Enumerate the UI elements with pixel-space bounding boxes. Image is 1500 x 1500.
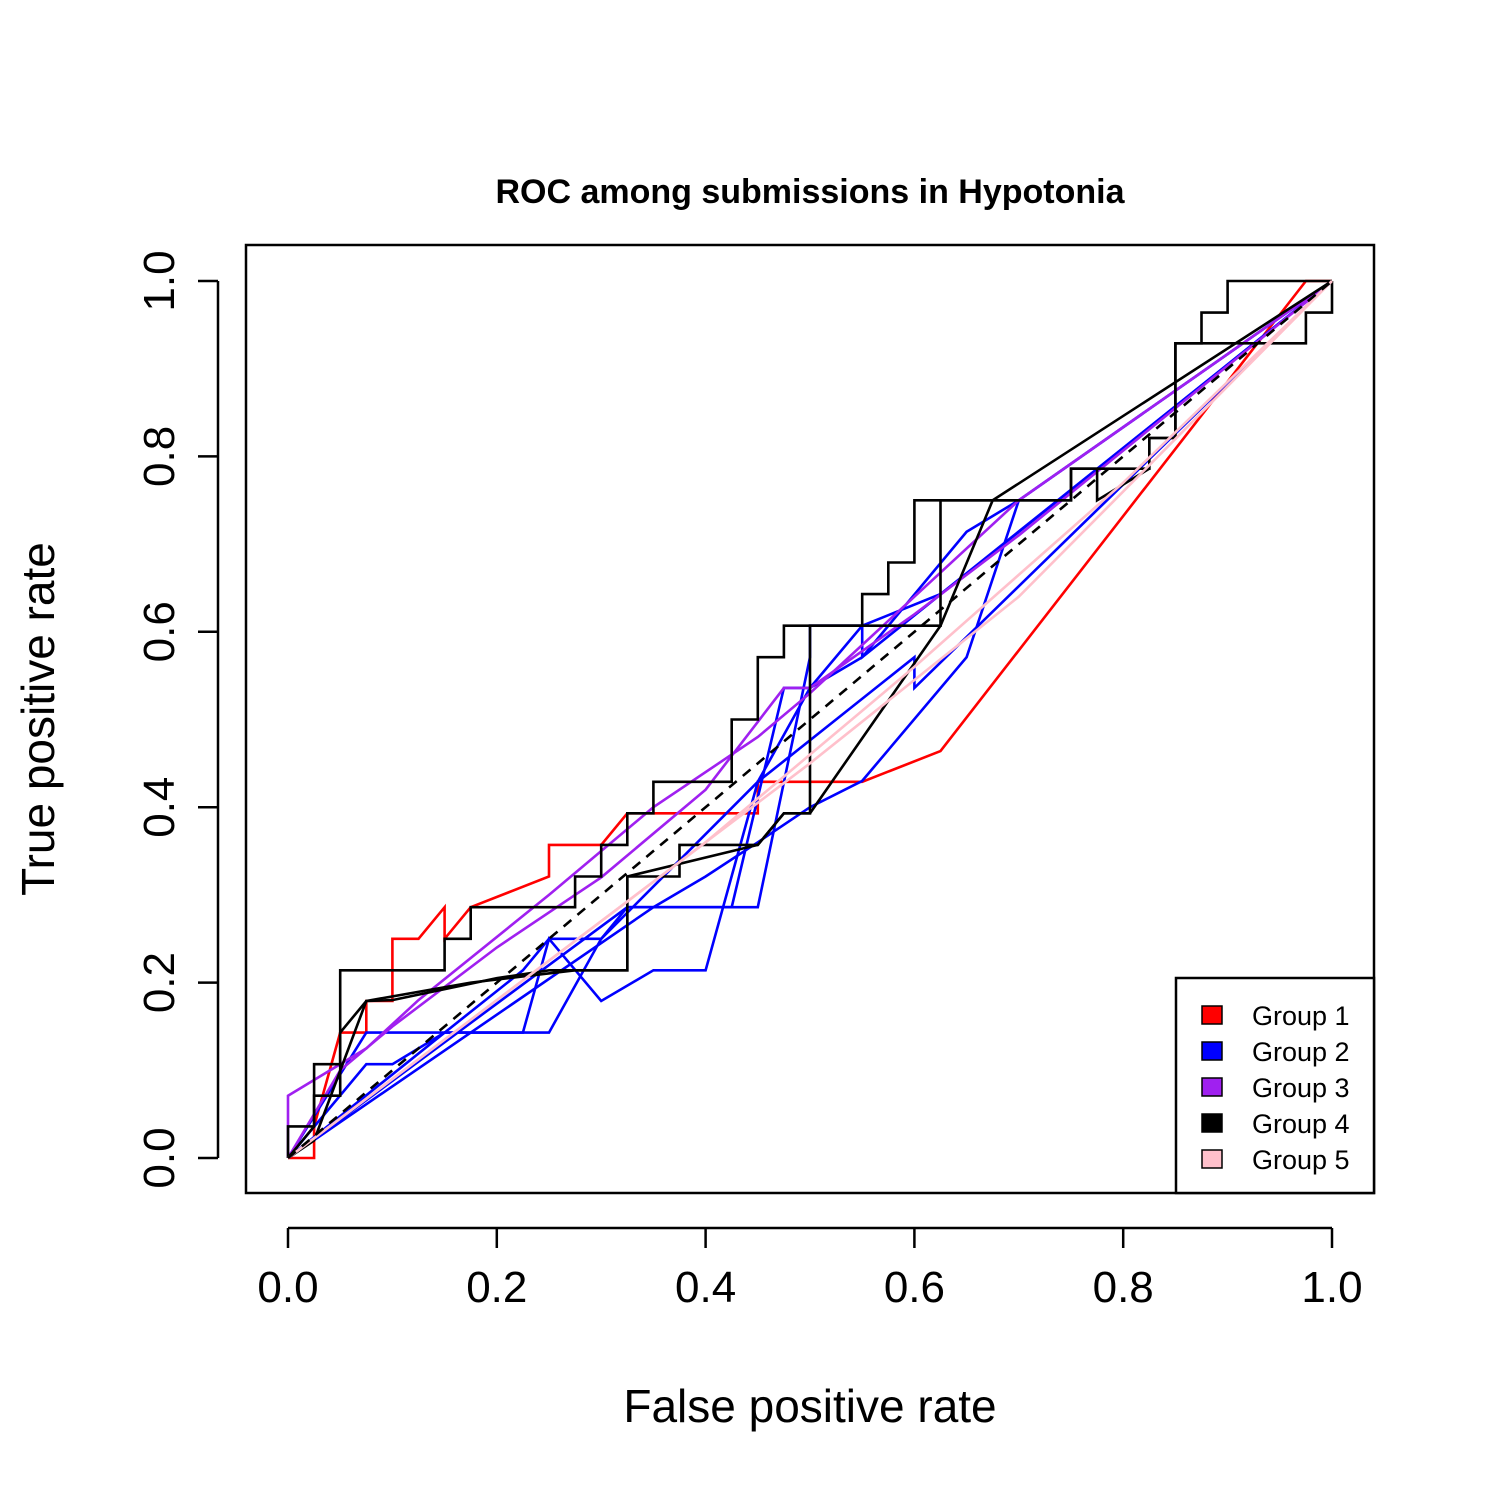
- y-tick-label: 0.4: [135, 777, 184, 838]
- legend-label: Group 5: [1252, 1145, 1350, 1175]
- legend-label: Group 2: [1252, 1037, 1350, 1067]
- x-tick-label: 0.2: [466, 1263, 527, 1312]
- x-tick-label: 0.6: [884, 1263, 945, 1312]
- legend-swatch: [1201, 1113, 1223, 1133]
- legend: Group 1 Group 2 Group 3 Group 4 Group 5: [1174, 976, 1376, 1195]
- x-tick-label: 1.0: [1301, 1263, 1362, 1312]
- roc-curve-group-3-8: [286, 279, 1333, 1159]
- y-tick-label: 0.8: [135, 426, 184, 487]
- plot-area: [286, 279, 1334, 1160]
- legend-label: Group 4: [1252, 1109, 1350, 1139]
- roc-curve-group-2-4: [287, 279, 1333, 1160]
- y-tick-label: 0.2: [135, 952, 184, 1013]
- legend-swatch: [1201, 1149, 1223, 1169]
- y-tick-label: 0.0: [135, 1127, 184, 1188]
- x-tick-label: 0.0: [257, 1263, 318, 1312]
- legend-label: Group 3: [1252, 1073, 1350, 1103]
- legend-swatch: [1201, 1077, 1223, 1097]
- reference-diagonal: [287, 280, 1333, 1159]
- roc-curve-group-4-11: [287, 279, 1333, 1160]
- x-axis: 0.0 0.2 0.4 0.6 0.8 1.0: [257, 1226, 1363, 1312]
- x-axis-label: False positive rate: [623, 1380, 996, 1432]
- y-axis: 0.0 0.2 0.4 0.6 0.8 1.0: [135, 250, 220, 1189]
- roc-curve-group-5-13: [287, 280, 1333, 1160]
- y-axis-label: True positive rate: [12, 542, 64, 896]
- y-tick-label: 1.0: [135, 250, 184, 311]
- y-tick-label: 0.6: [135, 601, 184, 662]
- x-tick-label: 0.4: [675, 1263, 736, 1312]
- roc-curve-group-2-2: [287, 280, 1333, 1159]
- legend-label: Group 1: [1252, 1001, 1350, 1031]
- plot-frame: [244, 243, 1376, 1195]
- legend-swatch: [1201, 1041, 1223, 1061]
- chart-title: ROC among submissions in Hypotonia: [495, 173, 1125, 211]
- x-tick-label: 0.8: [1093, 1263, 1154, 1312]
- legend-swatch: [1201, 1005, 1223, 1025]
